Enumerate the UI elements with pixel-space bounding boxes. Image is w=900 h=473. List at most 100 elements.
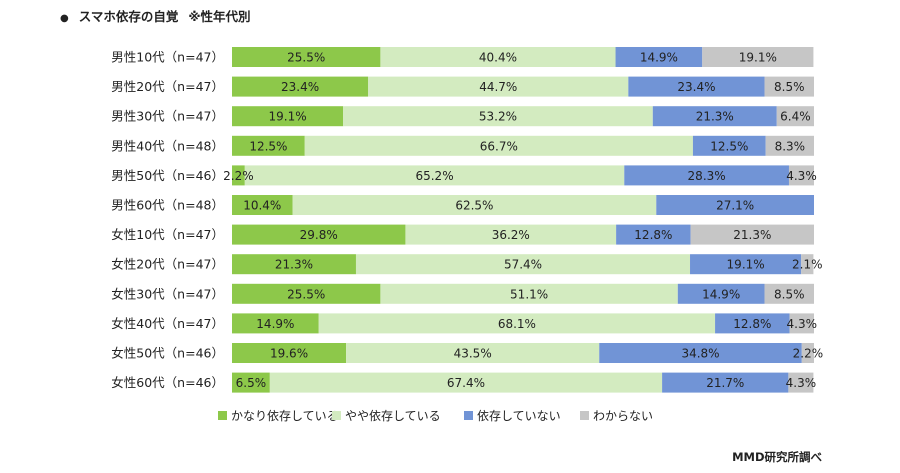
bar-segment [801, 343, 814, 363]
category-label: 女性40代（n=47） [111, 316, 224, 331]
legend-swatch [464, 411, 473, 420]
bar-segment [304, 135, 693, 156]
chart-title-block: ● スマホ依存の自覚 ※性年代別 [60, 6, 251, 25]
bar-segment [232, 254, 356, 275]
bar-segment [662, 372, 789, 393]
bar-segment [789, 313, 814, 334]
data-label: 2.1% [792, 258, 823, 272]
chart-subtitle: ※性年代別 [188, 9, 251, 24]
legend-swatch [332, 411, 341, 420]
data-label: 21.7% [706, 376, 744, 390]
category-label: 女性20代（n=47） [111, 257, 224, 272]
bar-segment [690, 254, 802, 275]
bar-segment [346, 343, 600, 363]
bar-segment [765, 135, 814, 156]
data-label: 4.3% [786, 376, 817, 390]
bar-segment [764, 76, 814, 97]
legend-swatch [218, 411, 227, 420]
data-label: 6.5% [236, 376, 267, 390]
bar-segment [232, 165, 245, 186]
category-label: 男性10代（n=47） [111, 50, 224, 65]
data-label: 12.5% [710, 139, 748, 153]
data-label: 23.4% [677, 80, 715, 94]
category-label: 男性50代（n=46） [111, 168, 224, 183]
data-label: 29.8% [300, 228, 338, 242]
data-label: 10.4% [243, 199, 281, 213]
data-label: 2.2% [793, 347, 824, 361]
data-label: 57.4% [504, 258, 542, 272]
bar-segment [788, 372, 814, 393]
bar-segment [232, 343, 347, 363]
bar-segment [232, 106, 344, 127]
data-label: 36.2% [492, 228, 530, 242]
bar-segment [292, 195, 657, 215]
data-label: 21.3% [733, 228, 771, 242]
bar-segment [232, 224, 406, 245]
data-label: 25.5% [287, 51, 325, 65]
data-label: 23.4% [281, 80, 319, 94]
chart-title: スマホ依存の自覚 [78, 9, 179, 24]
bar-segment [692, 135, 766, 156]
data-label: 34.8% [681, 347, 719, 361]
bar-segment [343, 106, 653, 127]
bar-segment [269, 372, 663, 393]
bar-segment [652, 106, 777, 127]
data-label: 12.8% [733, 317, 771, 331]
bar-segment [616, 224, 691, 245]
bar-segment [244, 165, 625, 186]
bar-segment [776, 106, 814, 127]
bar-segment [232, 47, 381, 67]
data-label: 4.3% [787, 317, 818, 331]
legend-swatch [580, 411, 589, 420]
bar-segment [615, 47, 703, 67]
data-label: 8.5% [774, 287, 805, 301]
data-label: 12.5% [249, 139, 287, 153]
data-label: 65.2% [415, 169, 453, 183]
category-label: 男性20代（n=47） [111, 79, 224, 94]
data-label: 14.9% [702, 287, 740, 301]
legend-label: わからない [593, 409, 653, 423]
data-label: 66.7% [480, 139, 518, 153]
bar-segment [232, 313, 319, 334]
category-label: 男性40代（n=48） [111, 138, 224, 153]
bar-segment [656, 195, 814, 215]
data-label: 8.3% [775, 139, 806, 153]
bar-segment [628, 76, 765, 97]
bar-segment [624, 165, 789, 186]
bar-segment [677, 283, 765, 304]
data-label: 21.3% [275, 258, 313, 272]
category-label: 女性60代（n=46） [111, 375, 224, 390]
data-label: 2.2% [223, 169, 254, 183]
data-label: 19.1% [269, 110, 307, 124]
data-label: 43.5% [454, 347, 492, 361]
bar-segment [232, 372, 270, 393]
data-label: 53.2% [479, 110, 517, 124]
bar-segment [764, 283, 814, 304]
category-label: 男性30代（n=47） [111, 109, 224, 124]
bar-segment [368, 76, 629, 97]
bar-segment [788, 165, 814, 186]
bar-segment [380, 47, 616, 67]
legend-label: かなり依存している [231, 408, 339, 423]
data-label: 14.9% [640, 51, 678, 65]
bar-segment [690, 224, 814, 245]
category-label: 女性30代（n=47） [111, 286, 224, 301]
bar-segment [232, 283, 381, 304]
data-label: 19.1% [739, 51, 777, 65]
category-label: 女性50代（n=46） [111, 346, 224, 361]
data-label: 40.4% [479, 51, 517, 65]
bullet-icon: ● [60, 13, 69, 24]
category-label: 女性10代（n=47） [111, 227, 224, 242]
category-label: 男性60代（n=48） [111, 198, 224, 213]
bar-segment [318, 313, 716, 334]
bar-segment [599, 343, 802, 363]
data-label: 14.9% [256, 317, 294, 331]
data-label: 25.5% [287, 287, 325, 301]
data-label: 67.4% [447, 376, 485, 390]
data-label: 21.3% [696, 110, 734, 124]
data-label: 51.1% [510, 287, 548, 301]
bar-segment [232, 195, 293, 215]
bar-segment [232, 76, 369, 97]
data-label: 44.7% [479, 80, 517, 94]
